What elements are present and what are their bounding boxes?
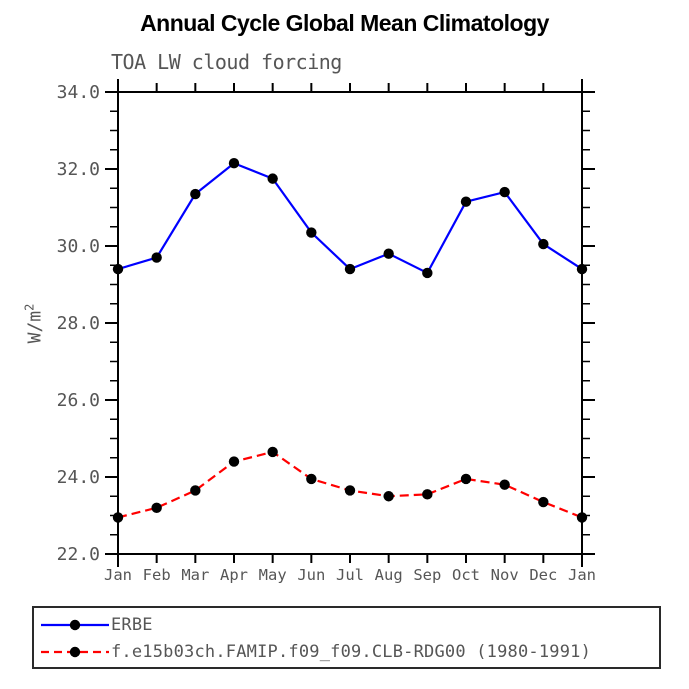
x-tick-label: Jan xyxy=(568,566,596,584)
data-point-marker xyxy=(267,173,278,184)
legend-box: ERBE f.e15b03ch.FAMIP.f09_f09.CLB-RDG00 … xyxy=(32,606,661,669)
data-point-marker xyxy=(460,196,472,207)
data-point-marker xyxy=(538,496,549,508)
chart-title: Annual Cycle Global Mean Climatology xyxy=(140,10,549,36)
data-point-marker xyxy=(383,491,394,502)
y-tick-label: 34.0 xyxy=(57,82,100,103)
x-tick-label: Nov xyxy=(491,566,519,584)
data-point-marker xyxy=(151,502,162,513)
x-tick-label: Oct xyxy=(452,566,480,584)
x-tick-label: May xyxy=(259,566,287,584)
data-point-marker xyxy=(422,489,433,500)
x-tick-label: Feb xyxy=(143,566,171,584)
data-point-marker xyxy=(228,456,240,467)
y-tick-label: 22.0 xyxy=(57,544,100,565)
y-tick-label: 32.0 xyxy=(57,159,100,180)
data-point-marker xyxy=(112,263,124,275)
plot-frame xyxy=(117,91,583,555)
y-tick-label: 30.0 xyxy=(57,236,100,257)
data-point-marker xyxy=(344,263,356,275)
chart-subtitle: TOA LW cloud forcing xyxy=(111,50,342,74)
series-model xyxy=(112,446,588,523)
model-line-swatch-icon xyxy=(41,646,109,657)
data-point-marker xyxy=(499,186,510,198)
data-point-marker xyxy=(190,485,201,496)
data-point-marker xyxy=(112,512,124,523)
legend-label-erbe: ERBE xyxy=(111,614,153,635)
x-tick-label: Jul xyxy=(336,566,364,584)
data-point-marker xyxy=(460,473,472,485)
x-axis-ticks: Jan Feb Mar Apr May Jun Jul Aug Sep Oct Nov Dec Jan xyxy=(104,79,596,584)
erbe-line-swatch-icon xyxy=(41,619,109,630)
y-tick-label: 24.0 xyxy=(57,467,100,488)
data-point-marker xyxy=(576,263,588,275)
data-point-marker xyxy=(151,252,162,263)
x-tick-label: Mar xyxy=(181,566,209,584)
x-tick-label: Apr xyxy=(220,566,248,584)
legend-label-model: f.e15b03ch.FAMIP.f09_f09.CLB-RDG00 (1980… xyxy=(111,641,592,662)
data-point-marker xyxy=(383,248,394,259)
y-axis-ticks: 22.0 24.0 26.0 28.0 30.0 32.0 34.0 xyxy=(57,82,595,565)
data-point-marker xyxy=(190,188,201,200)
x-tick-label: Aug xyxy=(375,566,403,584)
legend-entry-model: f.e15b03ch.FAMIP.f09_f09.CLB-RDG00 (1980… xyxy=(41,638,659,665)
data-point-marker xyxy=(228,158,240,169)
data-point-marker xyxy=(306,227,317,238)
data-point-marker xyxy=(499,479,510,490)
data-point-marker xyxy=(344,485,356,496)
data-point-marker xyxy=(576,512,588,523)
data-point-marker xyxy=(538,238,549,250)
x-tick-label: Jan xyxy=(104,566,132,584)
legend-entry-erbe: ERBE xyxy=(41,611,659,638)
x-tick-label: Sep xyxy=(413,566,441,584)
data-point-marker xyxy=(267,446,278,458)
y-tick-label: 26.0 xyxy=(57,390,100,411)
x-tick-label: Jun xyxy=(297,566,325,584)
data-point-marker xyxy=(422,267,433,279)
y-tick-label: 28.0 xyxy=(57,313,100,334)
data-point-marker xyxy=(306,473,317,485)
series-erbe xyxy=(112,158,588,279)
x-tick-label: Dec xyxy=(529,566,557,584)
